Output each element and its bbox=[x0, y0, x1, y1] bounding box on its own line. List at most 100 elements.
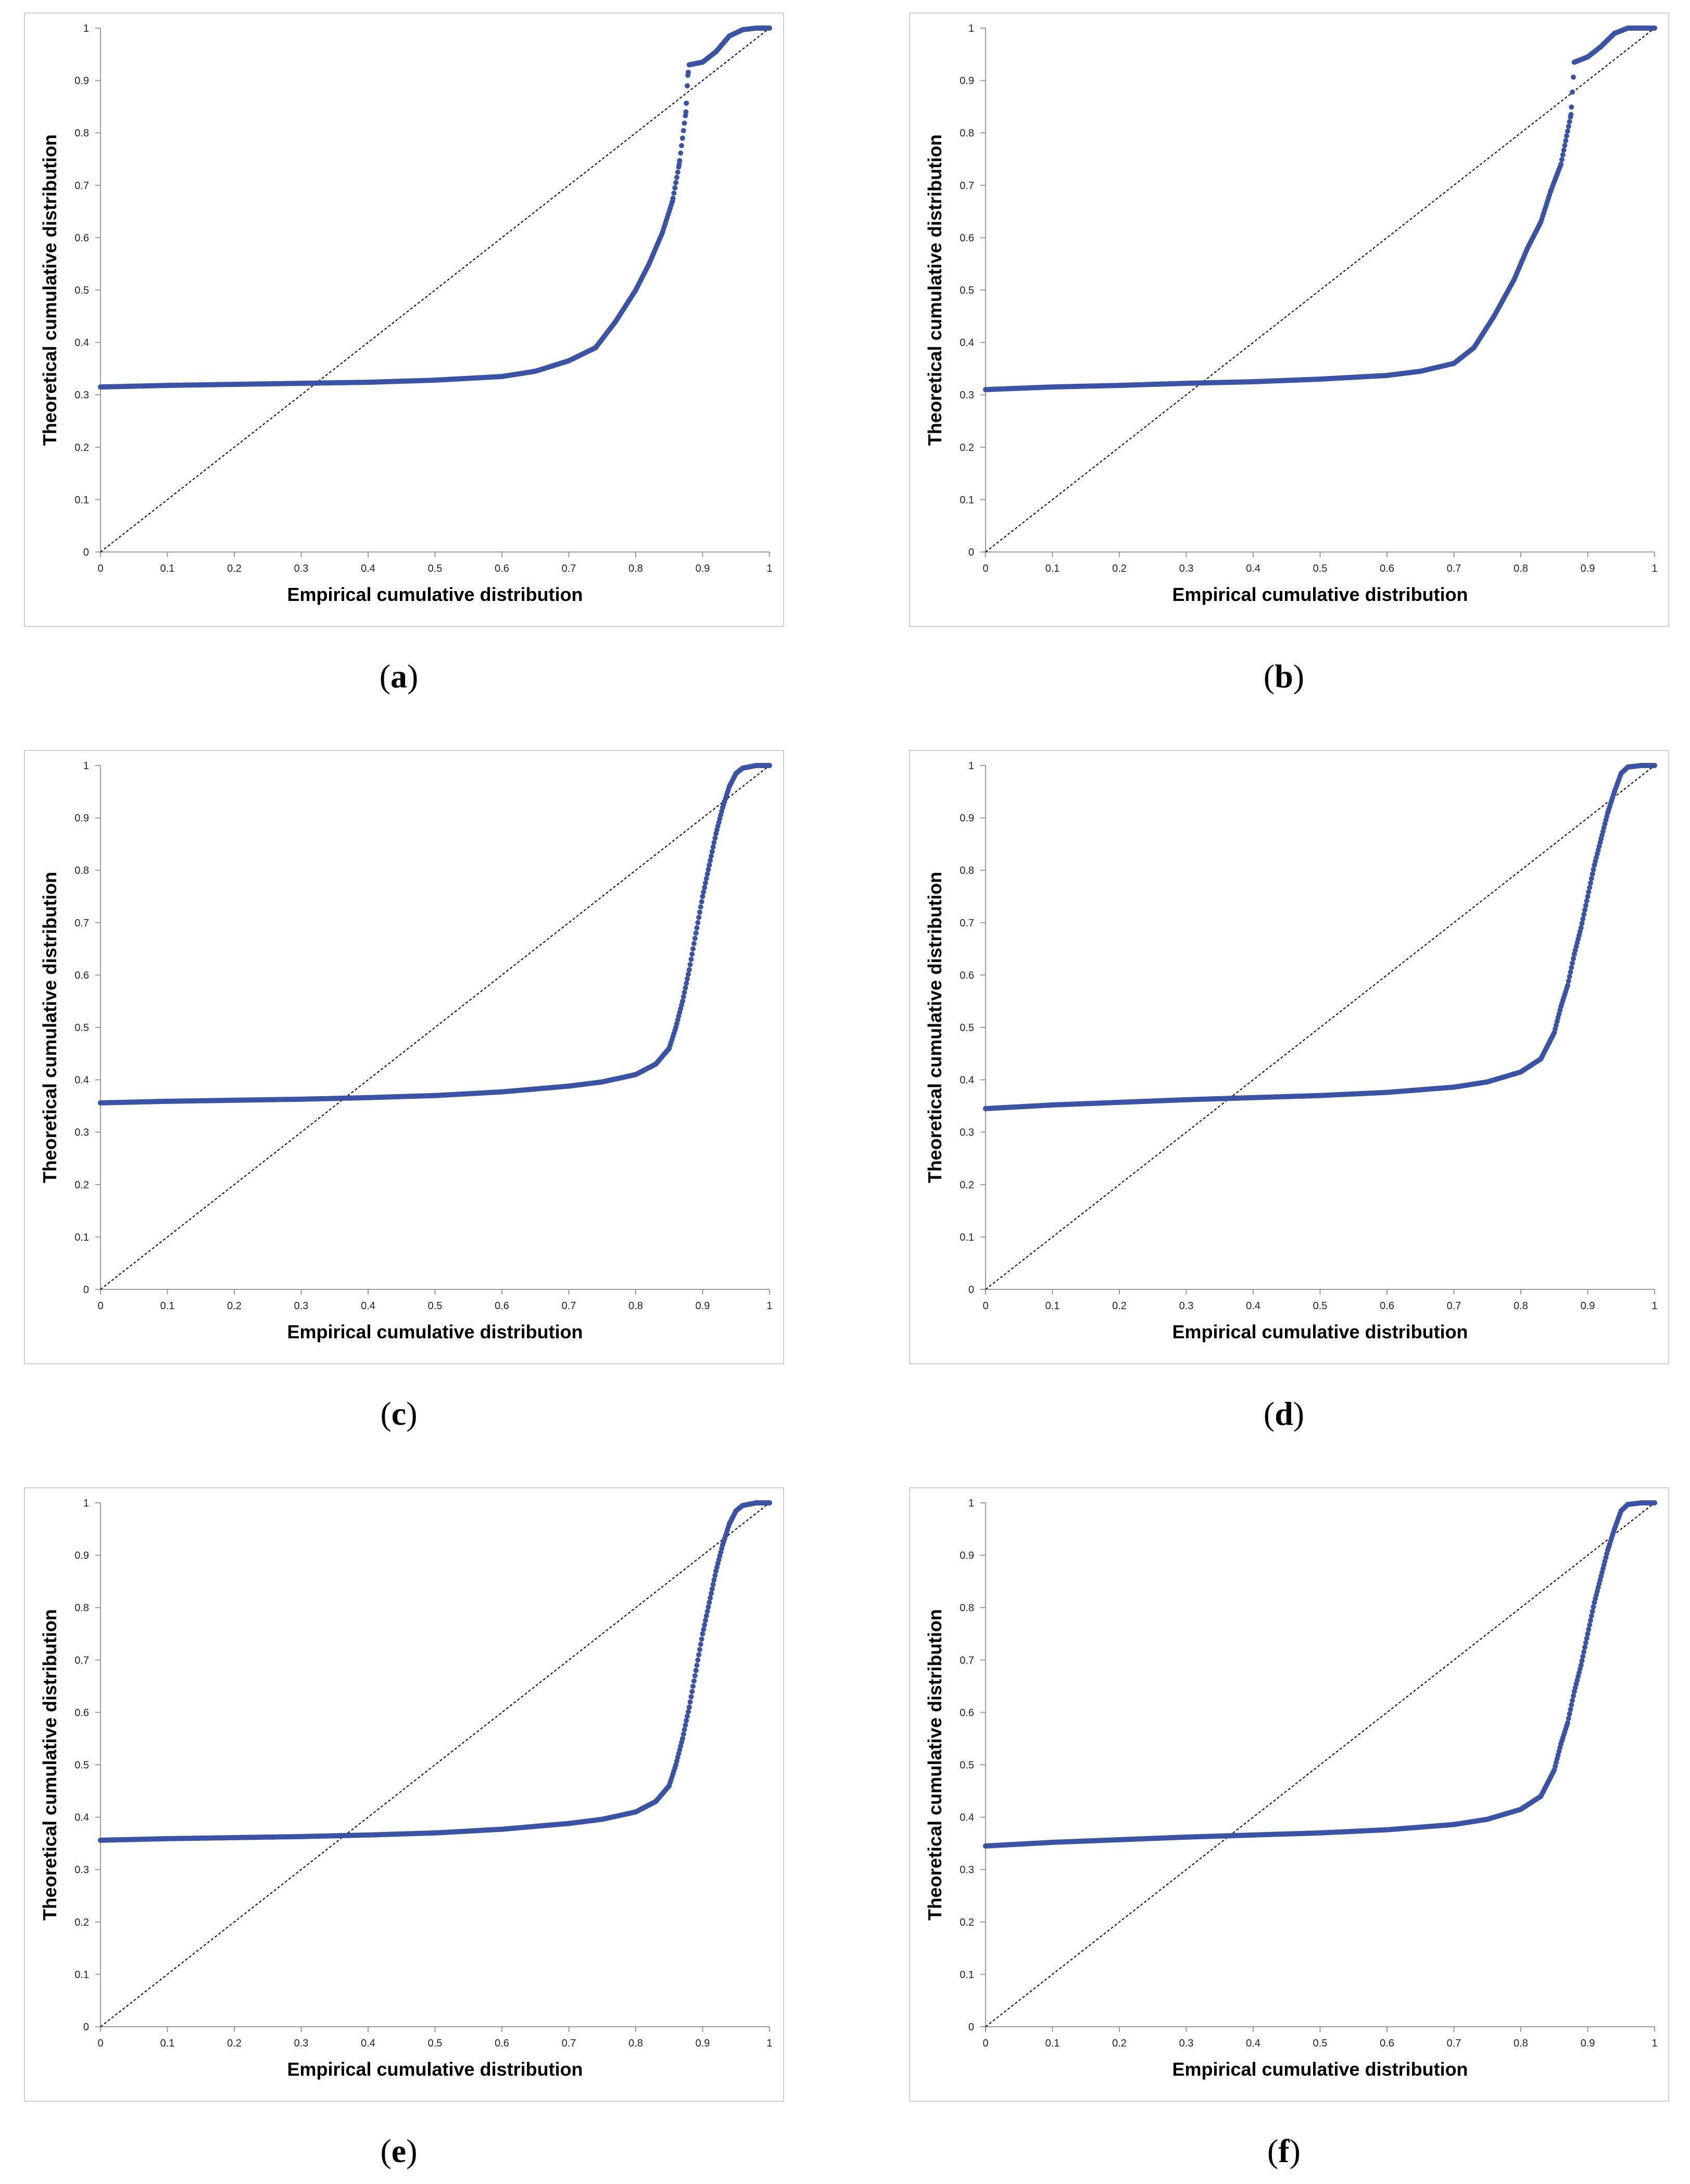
x-axis-title: Empirical cumulative distribution bbox=[1172, 1321, 1468, 1342]
y-tick-label: 0.2 bbox=[74, 442, 89, 454]
y-tick-label: 0.1 bbox=[74, 1969, 89, 1980]
reference-line bbox=[985, 28, 1655, 553]
data-point bbox=[709, 849, 715, 855]
data-point bbox=[726, 1521, 732, 1527]
data-point bbox=[1585, 54, 1591, 60]
data-point bbox=[674, 174, 679, 180]
data-point bbox=[1561, 147, 1567, 153]
data-point bbox=[1584, 1636, 1590, 1641]
reference-line bbox=[985, 765, 1655, 1290]
data-point bbox=[533, 368, 538, 374]
data-point bbox=[713, 1568, 719, 1574]
x-tick-label: 0 bbox=[982, 563, 988, 574]
data-point bbox=[1581, 1649, 1587, 1654]
data-point bbox=[566, 1821, 572, 1826]
data-point bbox=[298, 1834, 304, 1839]
data-point bbox=[1567, 1711, 1572, 1717]
data-point bbox=[694, 1662, 700, 1668]
data-point bbox=[1183, 1834, 1189, 1840]
x-tick-label: 0.1 bbox=[160, 563, 175, 574]
x-tick-label: 0.2 bbox=[1112, 563, 1127, 574]
x-tick-label: 0.9 bbox=[696, 2038, 710, 2049]
x-tick-label: 0.3 bbox=[294, 1300, 309, 1312]
data-point bbox=[566, 1083, 572, 1089]
x-tick-label: 0.9 bbox=[696, 1300, 710, 1312]
data-point bbox=[1582, 1645, 1587, 1650]
y-tick-label: 0.5 bbox=[960, 1760, 974, 1771]
data-point bbox=[1251, 1832, 1256, 1838]
data-point bbox=[693, 1667, 699, 1673]
data-point bbox=[1538, 1056, 1544, 1062]
data-point bbox=[682, 1727, 687, 1733]
data-point bbox=[592, 345, 598, 350]
x-tick-label: 0.8 bbox=[628, 1300, 643, 1312]
data-point bbox=[1625, 764, 1631, 770]
data-point bbox=[698, 1641, 703, 1647]
data-point bbox=[672, 185, 678, 191]
data-point bbox=[702, 1622, 708, 1628]
x-tick-label: 0.4 bbox=[1246, 563, 1260, 574]
data-point bbox=[705, 1604, 711, 1610]
data-point bbox=[710, 844, 716, 850]
data-point bbox=[695, 920, 701, 925]
x-tick-label: 0.7 bbox=[1447, 1300, 1461, 1312]
y-tick-label: 0.8 bbox=[960, 865, 974, 876]
reference-line bbox=[100, 28, 770, 553]
y-axis-title: Theoretical cumulative distribution bbox=[39, 1609, 60, 1921]
data-point bbox=[684, 1718, 689, 1724]
data-point bbox=[1558, 161, 1564, 167]
data-point bbox=[1418, 368, 1423, 374]
x-tick-label: 1 bbox=[1651, 1300, 1657, 1312]
chart-svg-c: 0 0.1 0.2 0.3 0.4 0.5 0.6 0.7 0.8 0.9 100.10.20.30… bbox=[39, 760, 773, 1342]
x-tick-label: 0.3 bbox=[1179, 2038, 1194, 2049]
data-point bbox=[671, 190, 677, 196]
y-tick-label: 0.9 bbox=[960, 76, 974, 87]
x-tick-label: 1 bbox=[1651, 563, 1657, 574]
data-point bbox=[726, 784, 732, 789]
data-point bbox=[685, 1713, 690, 1719]
y-tick-label: 1 bbox=[968, 760, 974, 772]
y-tick-label: 0.2 bbox=[960, 1917, 974, 1928]
series-points bbox=[98, 26, 772, 390]
data-point bbox=[666, 1783, 672, 1789]
data-point bbox=[753, 26, 759, 31]
y-tick-label: 0.5 bbox=[74, 1760, 89, 1771]
data-point bbox=[699, 899, 704, 905]
data-point bbox=[1565, 1720, 1570, 1726]
x-tick-label: 0.8 bbox=[628, 2038, 643, 2049]
y-axis-title: Theoretical cumulative distribution bbox=[924, 1609, 945, 1921]
data-point bbox=[365, 1832, 371, 1838]
data-point bbox=[232, 1835, 237, 1840]
data-point bbox=[1511, 277, 1517, 282]
y-tick-label: 0.6 bbox=[74, 1707, 89, 1718]
data-point bbox=[298, 1096, 304, 1102]
data-point bbox=[712, 835, 718, 841]
data-point bbox=[983, 1843, 988, 1849]
data-point bbox=[1571, 956, 1576, 961]
y-tick-label: 0.7 bbox=[74, 918, 89, 929]
x-tick-label: 0.7 bbox=[1447, 2038, 1461, 2049]
data-point bbox=[1559, 157, 1565, 162]
chart-svg-e: 0 0.1 0.2 0.3 0.4 0.5 0.6 0.7 0.8 0.9 100.10.20.30… bbox=[39, 1498, 773, 2080]
x-tick-label: 0.7 bbox=[562, 2038, 576, 2049]
data-point bbox=[688, 957, 694, 962]
y-tick-label: 0.4 bbox=[960, 337, 974, 349]
x-axis-title: Empirical cumulative distribution bbox=[287, 584, 583, 605]
chart-panel-d: 0 0.1 0.2 0.3 0.4 0.5 0.6 0.7 0.8 0.9 1 0 0.1 0.2 0.3 0… bbox=[909, 750, 1669, 1364]
y-tick-label: 1 bbox=[968, 23, 974, 34]
x-tick-label: 0.2 bbox=[227, 563, 242, 574]
data-point bbox=[633, 287, 638, 293]
data-point bbox=[1611, 31, 1617, 36]
data-point bbox=[1050, 1102, 1055, 1108]
data-point bbox=[680, 128, 686, 133]
data-point bbox=[699, 1636, 704, 1642]
x-tick-label: 0 bbox=[982, 1300, 988, 1312]
data-point bbox=[1552, 1767, 1557, 1773]
data-point bbox=[701, 1626, 707, 1632]
data-point bbox=[707, 862, 712, 868]
x-tick-label: 0.5 bbox=[428, 563, 443, 574]
data-point bbox=[767, 763, 772, 768]
data-point bbox=[633, 1072, 638, 1077]
x-tick-label: 0 bbox=[982, 2038, 988, 2049]
x-tick-label: 0.6 bbox=[1380, 2038, 1394, 2049]
